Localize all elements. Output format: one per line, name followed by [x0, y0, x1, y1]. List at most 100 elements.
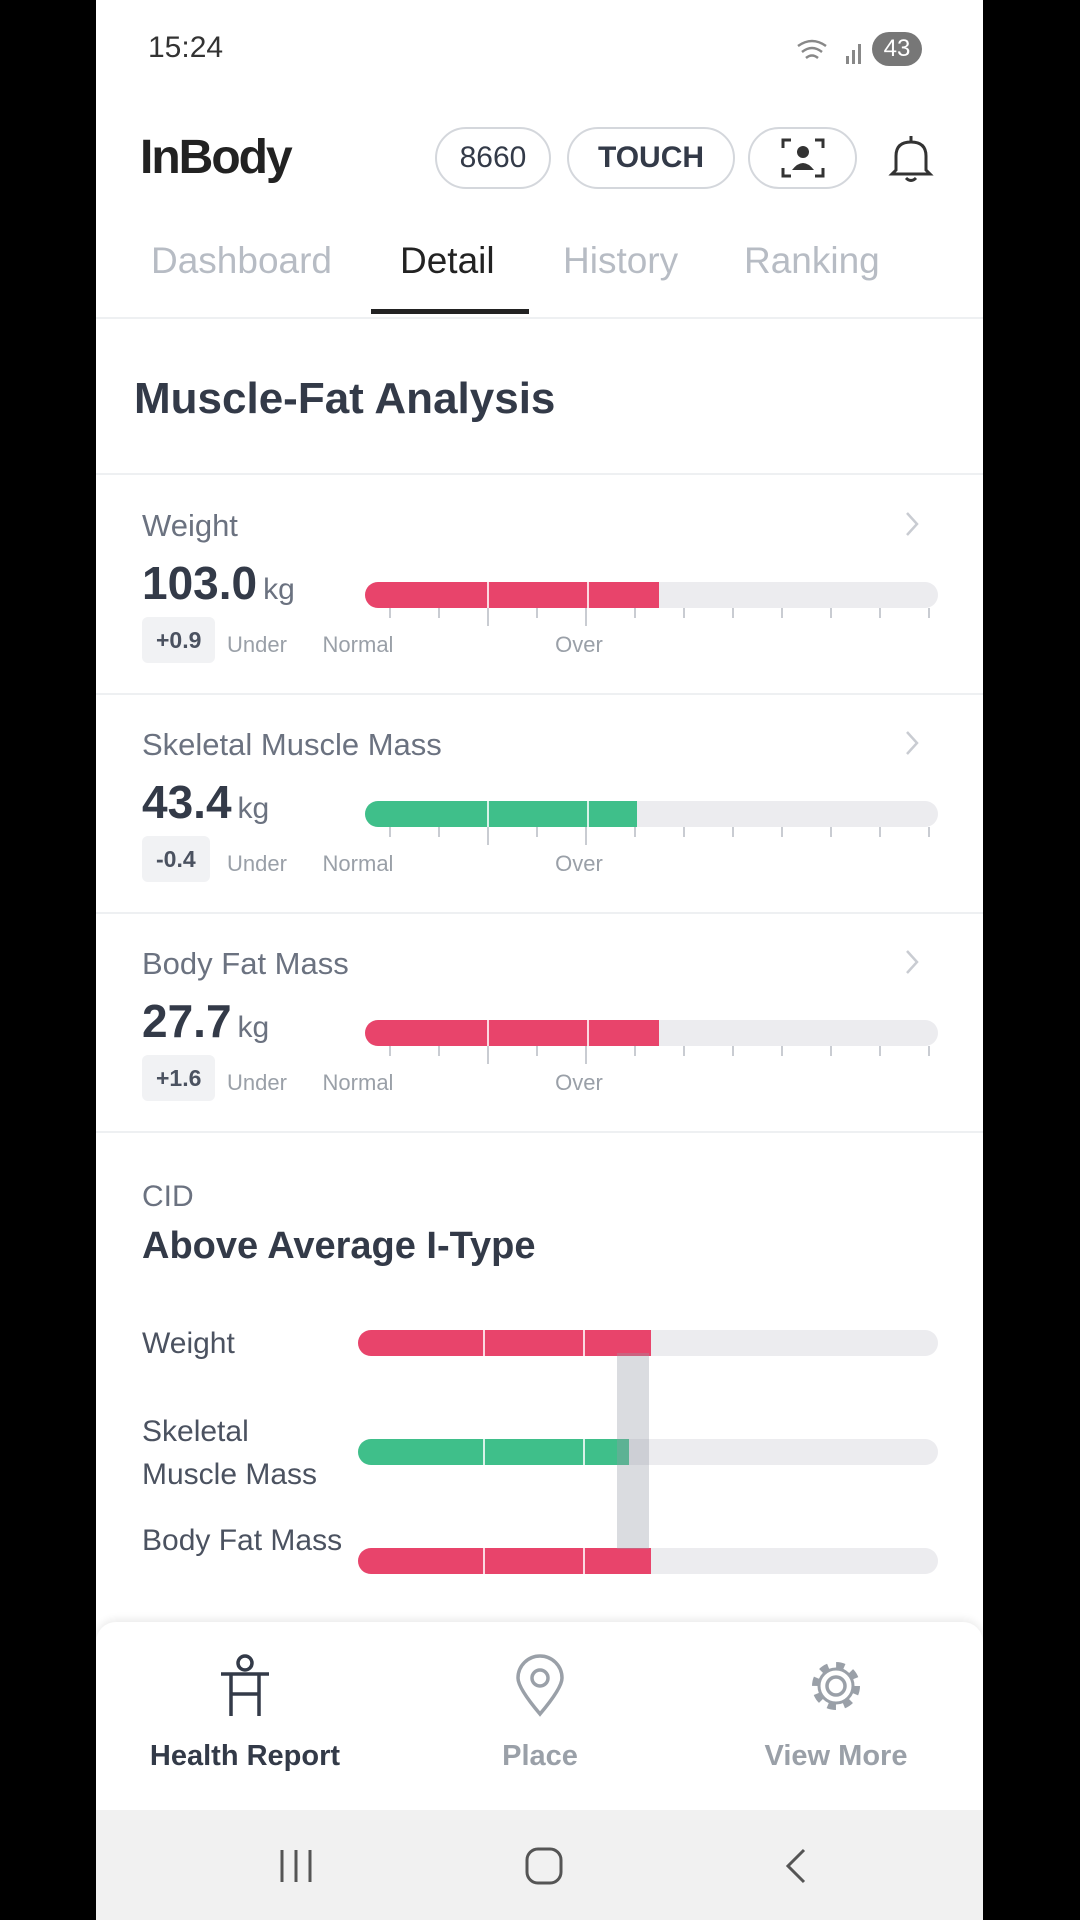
range-bar — [365, 1020, 938, 1046]
divider — [96, 912, 983, 914]
scale-tick — [879, 1046, 881, 1056]
scale-tick — [928, 827, 930, 837]
divider — [96, 693, 983, 695]
place-icon[interactable] — [514, 1654, 566, 1718]
scale-tick — [536, 1046, 538, 1056]
metric-label: Body Fat Mass — [142, 946, 349, 981]
bar-divider — [587, 582, 589, 608]
home-button[interactable] — [524, 1846, 564, 1886]
divider — [96, 317, 983, 319]
health-icon[interactable] — [217, 1654, 273, 1718]
divider — [96, 473, 983, 475]
back-button[interactable] — [776, 1846, 816, 1886]
system-nav — [96, 1810, 983, 1920]
scale-tick — [536, 608, 538, 618]
scale-tick — [438, 827, 440, 837]
metric-label: Skeletal Muscle Mass — [142, 727, 442, 762]
scale-tick — [438, 1046, 440, 1056]
touch-button[interactable]: TOUCH — [567, 127, 735, 189]
nav-label[interactable]: View More — [764, 1740, 908, 1772]
tab[interactable]: Ranking — [744, 240, 880, 281]
scale-tick — [634, 1046, 636, 1056]
nav-label[interactable]: Health Report — [149, 1740, 341, 1772]
bar-fill — [365, 1020, 659, 1046]
scale-tick — [928, 1046, 930, 1056]
tab-underline — [371, 309, 529, 314]
chevron[interactable] — [904, 948, 920, 976]
tab[interactable]: History — [563, 240, 679, 281]
cid-row-label: Weight — [142, 1327, 235, 1360]
range-bar — [358, 1439, 938, 1465]
scale-label: Under — [227, 1070, 287, 1095]
scale-tick — [536, 827, 538, 837]
tab-active[interactable]: Detail — [400, 240, 495, 281]
range-bar — [365, 582, 938, 608]
scale-tick — [487, 827, 489, 845]
metric-change: +0.9 — [142, 617, 216, 663]
bar-divider — [583, 1439, 585, 1465]
scale-label: Normal — [322, 632, 394, 657]
scale-tick — [585, 1046, 587, 1064]
chevron[interactable] — [904, 729, 920, 757]
profile-button[interactable] — [748, 127, 857, 189]
scale-tick — [781, 1046, 783, 1056]
metric-value-row: 43.4 kg — [142, 775, 269, 829]
battery: 43 — [872, 32, 922, 66]
code-button[interactable]: 8660 — [435, 127, 551, 189]
bell-icon[interactable] — [888, 134, 934, 184]
metric-value: 103.0 — [142, 557, 258, 609]
logo[interactable]: InBody — [140, 131, 293, 184]
scale-tick — [585, 608, 587, 626]
scale-tick — [389, 608, 391, 618]
scale-tick — [389, 827, 391, 837]
bar-fill — [358, 1439, 629, 1465]
screen: 15:24 43 InBody 8660 TOUCH Dashboard Det… — [96, 0, 983, 1920]
settings-icon[interactable] — [806, 1656, 866, 1716]
range-bar — [365, 801, 938, 827]
scale-tick — [634, 827, 636, 837]
scale-tick — [830, 1046, 832, 1056]
scale-tick — [585, 827, 587, 845]
metric-label: Weight — [142, 508, 238, 543]
metric-value: 27.7 — [142, 995, 232, 1047]
scale-tick — [634, 608, 636, 618]
scale-label: Normal — [322, 851, 394, 876]
metric-value-row: 103.0 kg — [142, 556, 295, 610]
bar-fill — [358, 1330, 651, 1356]
scale-tick — [781, 608, 783, 618]
metric-change: -0.4 — [142, 836, 210, 882]
bar-divider — [487, 801, 489, 827]
bar-divider — [583, 1330, 585, 1356]
scale-tick — [928, 608, 930, 618]
bar-divider — [583, 1548, 585, 1574]
bar-divider — [483, 1548, 485, 1574]
chevron[interactable] — [904, 510, 920, 538]
scale-tick — [830, 827, 832, 837]
scale-tick — [732, 827, 734, 837]
scale-tick — [879, 608, 881, 618]
scale-tick — [389, 1046, 391, 1056]
metric-change: +1.6 — [142, 1055, 216, 1101]
scale-label: Under — [227, 632, 287, 657]
bar-divider — [587, 1020, 589, 1046]
scale-tick — [683, 1046, 685, 1056]
metric-unit: kg — [237, 1011, 270, 1044]
bar-divider — [483, 1439, 485, 1465]
scale-tick — [438, 608, 440, 618]
section-title: Muscle-Fat Analysis — [134, 374, 556, 423]
nav-label[interactable]: Place — [502, 1740, 578, 1772]
cid-label: CID — [142, 1180, 194, 1213]
cid-row-label: Body Fat Mass — [142, 1524, 343, 1557]
scale-tick — [830, 608, 832, 618]
scale-label: Over — [555, 632, 603, 657]
range-bar — [358, 1548, 938, 1574]
bar-fill — [358, 1548, 651, 1574]
profile-icon — [781, 138, 824, 178]
recents-button[interactable] — [276, 1846, 316, 1886]
bar-divider — [487, 1020, 489, 1046]
status-icons — [797, 39, 861, 64]
scale-label: Under — [227, 851, 287, 876]
cid-row-label: Skeletal Muscle Mass — [142, 1415, 318, 1491]
tab[interactable]: Dashboard — [151, 240, 333, 281]
